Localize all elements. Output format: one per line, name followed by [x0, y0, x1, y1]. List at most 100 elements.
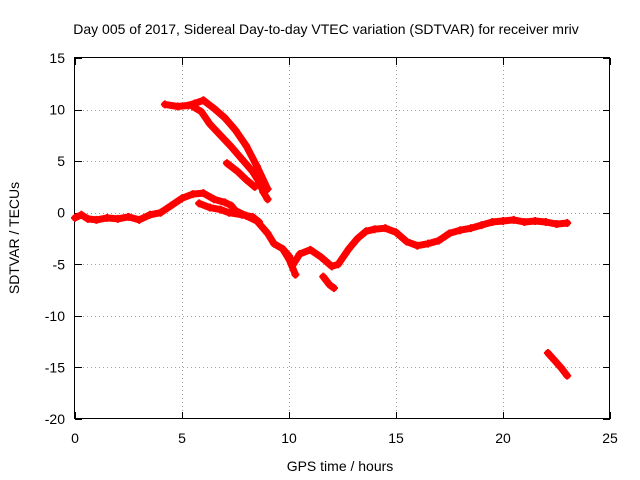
data-point [216, 205, 225, 214]
data-point [167, 201, 176, 210]
tick-layer: 0 5 10 15 20 25 15 10 5 0 -5 -10 -15 -20 [45, 50, 618, 446]
series-drop-b [319, 273, 338, 292]
data-point [327, 262, 336, 271]
data-point [216, 131, 225, 140]
data-point [242, 141, 251, 150]
data-point [509, 215, 518, 224]
data-point [248, 212, 257, 221]
series-late-segment [544, 349, 571, 380]
y-tick-label: -20 [45, 411, 65, 427]
y-tick-label: -10 [45, 308, 65, 324]
data-point [252, 162, 261, 171]
data-point [178, 194, 186, 203]
data-point [220, 198, 229, 207]
grid-layer [75, 58, 610, 419]
data-point [466, 224, 475, 233]
data-point [103, 213, 112, 222]
data-point [291, 270, 300, 279]
data-point [248, 167, 257, 176]
x-tick-label: 5 [178, 430, 186, 446]
plot-frame [74, 57, 610, 419]
data-point [424, 239, 433, 248]
data-point [255, 177, 264, 186]
data-point [381, 224, 390, 233]
data-point [71, 213, 79, 222]
data-point [456, 226, 465, 235]
data-point [220, 113, 229, 122]
data-point [255, 217, 264, 226]
data-point [550, 356, 559, 365]
data-point [92, 215, 101, 224]
data-point [402, 237, 411, 246]
data-point [543, 348, 552, 357]
data-point [156, 208, 165, 217]
data-point [135, 215, 144, 224]
data-point [278, 244, 287, 253]
data-point [306, 245, 315, 254]
data-point [541, 217, 550, 226]
data-point [325, 280, 334, 289]
data-point [259, 188, 268, 197]
data-point [205, 203, 214, 212]
data-point [233, 167, 242, 176]
data-point [263, 195, 272, 204]
y-tick-label: -5 [53, 256, 66, 272]
data-point [319, 272, 328, 281]
data-point [231, 126, 240, 135]
data-point [160, 100, 169, 109]
data-point [392, 228, 400, 237]
x-axis-label: GPS time / hours [287, 458, 394, 474]
series-arc-lower [189, 103, 272, 203]
data-point [334, 260, 343, 269]
data-point [295, 249, 304, 258]
data-point [556, 363, 565, 372]
data-point [173, 102, 182, 111]
y-tick-label: 10 [49, 102, 65, 118]
data-point [188, 102, 197, 111]
data-point [205, 120, 214, 129]
data-point [124, 212, 133, 221]
y-axis-label: SDTVAR / TECUs [6, 182, 22, 294]
data-point [520, 217, 529, 226]
data-point [477, 221, 486, 230]
x-tick-label: 25 [602, 430, 618, 446]
data-point [199, 96, 208, 105]
data-point [413, 241, 422, 250]
x-tick-label: 20 [495, 430, 511, 446]
data-point [362, 227, 371, 236]
data-point [531, 216, 540, 225]
data-point [210, 104, 219, 113]
data-point [250, 182, 259, 191]
data-point [445, 229, 454, 238]
data-point [488, 217, 497, 226]
data-point [77, 210, 86, 219]
data-point [197, 107, 206, 116]
y-tick-label: 15 [49, 50, 65, 66]
data-point [285, 255, 293, 264]
data-point [145, 210, 154, 219]
data-point [270, 239, 279, 248]
data-point [210, 195, 219, 204]
data-point [329, 284, 338, 293]
data-point [195, 199, 204, 208]
series-main-track [71, 189, 571, 270]
data-point [499, 216, 507, 225]
data-point [370, 225, 379, 234]
y-tick-label: 0 [57, 205, 65, 221]
data-point [188, 190, 197, 199]
series-layer [71, 96, 572, 380]
data-point [552, 220, 561, 229]
data-point [222, 159, 231, 168]
data-point [199, 189, 208, 198]
data-point [563, 371, 572, 380]
data-point [225, 208, 234, 217]
data-point [242, 175, 251, 184]
data-point [353, 234, 362, 243]
chart-title: Day 005 of 2017, Sidereal Day-to-day VTE… [73, 21, 578, 37]
data-point [317, 253, 326, 262]
data-point [113, 214, 122, 223]
y-tick-label: 5 [57, 153, 65, 169]
y-tick-label: -15 [45, 359, 65, 375]
series-arc-inner [223, 159, 259, 191]
data-point [227, 201, 236, 210]
